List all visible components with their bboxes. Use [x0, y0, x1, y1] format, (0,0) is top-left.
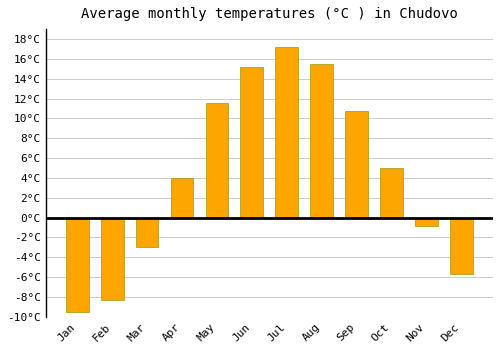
- Bar: [206, 104, 229, 218]
- Bar: [380, 168, 403, 218]
- Bar: [415, 218, 438, 225]
- Bar: [310, 64, 333, 218]
- Bar: [66, 218, 88, 312]
- Bar: [450, 218, 472, 274]
- Bar: [240, 67, 263, 218]
- Bar: [136, 218, 158, 247]
- Bar: [346, 111, 368, 218]
- Title: Average monthly temperatures (°C ) in Chudovo: Average monthly temperatures (°C ) in Ch…: [81, 7, 458, 21]
- Bar: [101, 218, 124, 300]
- Bar: [170, 178, 194, 218]
- Bar: [276, 47, 298, 218]
